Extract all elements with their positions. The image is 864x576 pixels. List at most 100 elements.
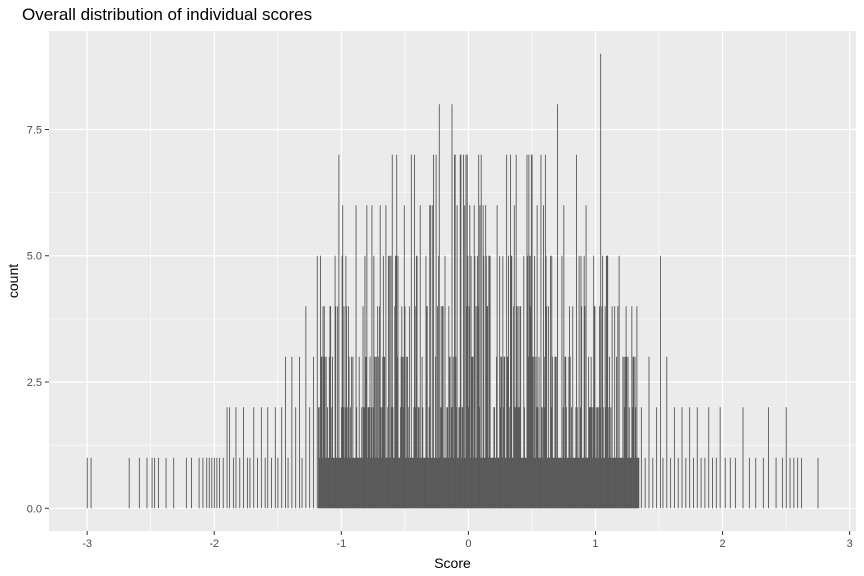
histogram-bar <box>301 457 303 509</box>
histogram-bar <box>253 407 255 509</box>
histogram-bar <box>498 457 500 509</box>
histogram-bar <box>531 154 533 509</box>
histogram-bar <box>712 457 713 509</box>
histogram-bar <box>458 407 460 509</box>
histogram-bar <box>364 255 366 509</box>
histogram-bar <box>489 255 490 509</box>
histogram-bar <box>625 356 626 509</box>
histogram-bar <box>644 457 646 509</box>
histogram-bar <box>349 407 351 509</box>
histogram-bar <box>567 457 569 509</box>
histogram-bar <box>530 154 532 509</box>
histogram-bar <box>523 407 525 509</box>
histogram-bar <box>704 457 706 509</box>
histogram-bar <box>605 255 607 509</box>
histogram-bar <box>462 407 464 509</box>
histogram-bar <box>216 457 218 509</box>
histogram-bar <box>277 457 279 509</box>
histogram-bar <box>383 356 385 509</box>
histogram-bar <box>379 306 381 509</box>
histogram-bar <box>611 457 612 509</box>
histogram-bar <box>475 306 477 509</box>
histogram-bar <box>689 407 691 509</box>
histogram-bar <box>416 255 418 509</box>
histogram-bar <box>539 457 541 509</box>
histogram-bar <box>564 356 566 509</box>
histogram-bar <box>370 457 372 509</box>
histogram-bar <box>405 356 407 509</box>
histogram-bar <box>659 255 661 509</box>
histogram-bar <box>274 407 276 509</box>
histogram-bar <box>389 255 391 509</box>
histogram-bar <box>483 255 485 509</box>
histogram-bar <box>563 205 565 509</box>
histogram-bar <box>486 306 488 509</box>
histogram-bar <box>239 457 241 509</box>
histogram-bar <box>331 407 333 509</box>
histogram-bar <box>369 356 371 509</box>
histogram-bar <box>593 255 595 509</box>
histogram-bar <box>264 457 266 509</box>
histogram-bar <box>390 255 392 509</box>
histogram-bar <box>421 457 422 509</box>
histogram-bar <box>321 356 323 509</box>
histogram-bar <box>621 457 623 509</box>
histogram-bar <box>365 356 367 509</box>
histogram-bar <box>361 457 363 509</box>
histogram-bar <box>536 205 538 509</box>
histogram-bar <box>636 306 638 509</box>
histogram-bar <box>501 356 503 509</box>
histogram-bar <box>634 356 636 509</box>
histogram-bar <box>487 457 489 509</box>
histogram-bar <box>574 457 576 509</box>
histogram-bar <box>365 356 367 509</box>
histogram-bar <box>327 457 329 509</box>
histogram-bar <box>389 457 391 509</box>
histogram-bar <box>565 356 567 509</box>
histogram-bar <box>380 407 382 509</box>
histogram-bar <box>436 457 438 509</box>
histogram-bar <box>382 255 384 509</box>
histogram-bar <box>602 407 604 509</box>
histogram-bar <box>340 407 342 509</box>
histogram-bar <box>402 407 404 509</box>
histogram-bar <box>595 407 597 509</box>
histogram-bar <box>640 407 642 509</box>
histogram-bar <box>476 255 478 509</box>
histogram-bar <box>455 407 457 509</box>
histogram-bar <box>488 255 490 509</box>
histogram-bar <box>482 205 484 509</box>
histogram-bar <box>337 306 339 509</box>
histogram-bar <box>202 457 204 509</box>
histogram-bar <box>523 255 525 509</box>
histogram-bar <box>319 407 321 509</box>
histogram-bar <box>485 255 487 509</box>
histogram-bar <box>512 457 514 509</box>
histogram-bar <box>611 306 613 509</box>
histogram-bar <box>392 407 394 509</box>
histogram-bar <box>417 457 419 509</box>
histogram-bar <box>633 457 635 509</box>
histogram-bar <box>466 154 468 509</box>
histogram-bar <box>577 457 579 509</box>
histogram-bar <box>138 457 140 509</box>
histogram-bar <box>444 255 446 509</box>
histogram-bar <box>685 457 687 509</box>
histogram-bar <box>479 205 481 509</box>
histogram-bar <box>581 306 583 509</box>
histogram-bar <box>510 255 512 509</box>
histogram-bar <box>439 457 441 509</box>
histogram-bar <box>610 407 612 509</box>
histogram-bar <box>546 306 548 509</box>
histogram-bar <box>257 457 259 509</box>
histogram-bar <box>398 457 400 509</box>
histogram-bar <box>614 457 616 509</box>
histogram-bar <box>507 356 509 509</box>
histogram-bar <box>423 457 425 509</box>
histogram-bar <box>462 154 464 509</box>
histogram-bar <box>536 407 537 509</box>
histogram-bar <box>537 457 539 509</box>
histogram-bar <box>602 255 604 509</box>
histogram-bar <box>492 457 494 509</box>
histogram-bar <box>431 457 433 509</box>
